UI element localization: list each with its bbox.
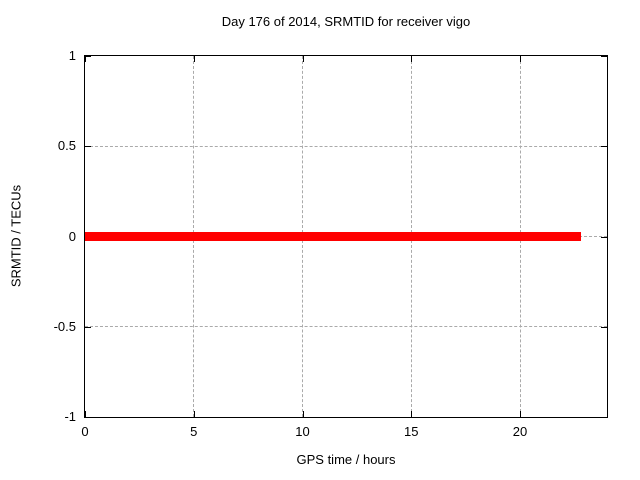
y-tick-label: 0	[68, 228, 76, 244]
y-tick-mark-right	[601, 236, 607, 238]
y-gridline	[85, 326, 607, 328]
x-tick-mark-top	[85, 56, 86, 62]
x-tick-mark-bottom	[411, 411, 413, 417]
x-tick-mark-top	[411, 56, 413, 62]
x-tick-mark-bottom	[193, 411, 195, 417]
y-tick-mark-left	[85, 417, 91, 418]
x-axis-label: GPS time / hours	[296, 452, 396, 467]
y-tick-mark-right	[601, 146, 607, 148]
x-tick-mark-top	[520, 56, 521, 62]
x-tick-mark-top	[193, 56, 195, 62]
x-tick-mark-bottom	[520, 411, 521, 417]
x-tick-label: 20	[512, 424, 528, 439]
y-tick-mark-left	[85, 146, 91, 148]
y-tick-label: 1	[68, 48, 76, 63]
y-tick-mark-left	[85, 326, 91, 328]
y-tick-mark-right	[601, 326, 607, 328]
y-tick-mark-right	[601, 417, 607, 418]
y-tick-label: -1	[64, 409, 76, 424]
x-tick-label: 10	[295, 424, 310, 439]
x-tick-mark-bottom	[302, 411, 304, 417]
x-tick-label: 5	[190, 424, 198, 439]
plot-area	[84, 55, 608, 418]
y-tick-mark-right	[601, 56, 607, 57]
x-tick-label: 0	[81, 424, 89, 439]
series-line-srmtid	[85, 232, 581, 241]
x-tick-mark-bottom	[85, 411, 86, 417]
y-gridline	[85, 145, 607, 147]
y-tick-label: 0.5	[57, 138, 76, 154]
y-tick-mark-left	[85, 56, 91, 57]
x-tick-label: 15	[404, 424, 419, 439]
chart-title: Day 176 of 2014, SRMTID for receiver vig…	[221, 14, 471, 29]
x-tick-mark-top	[302, 56, 304, 62]
y-tick-label: -0.5	[53, 318, 76, 334]
